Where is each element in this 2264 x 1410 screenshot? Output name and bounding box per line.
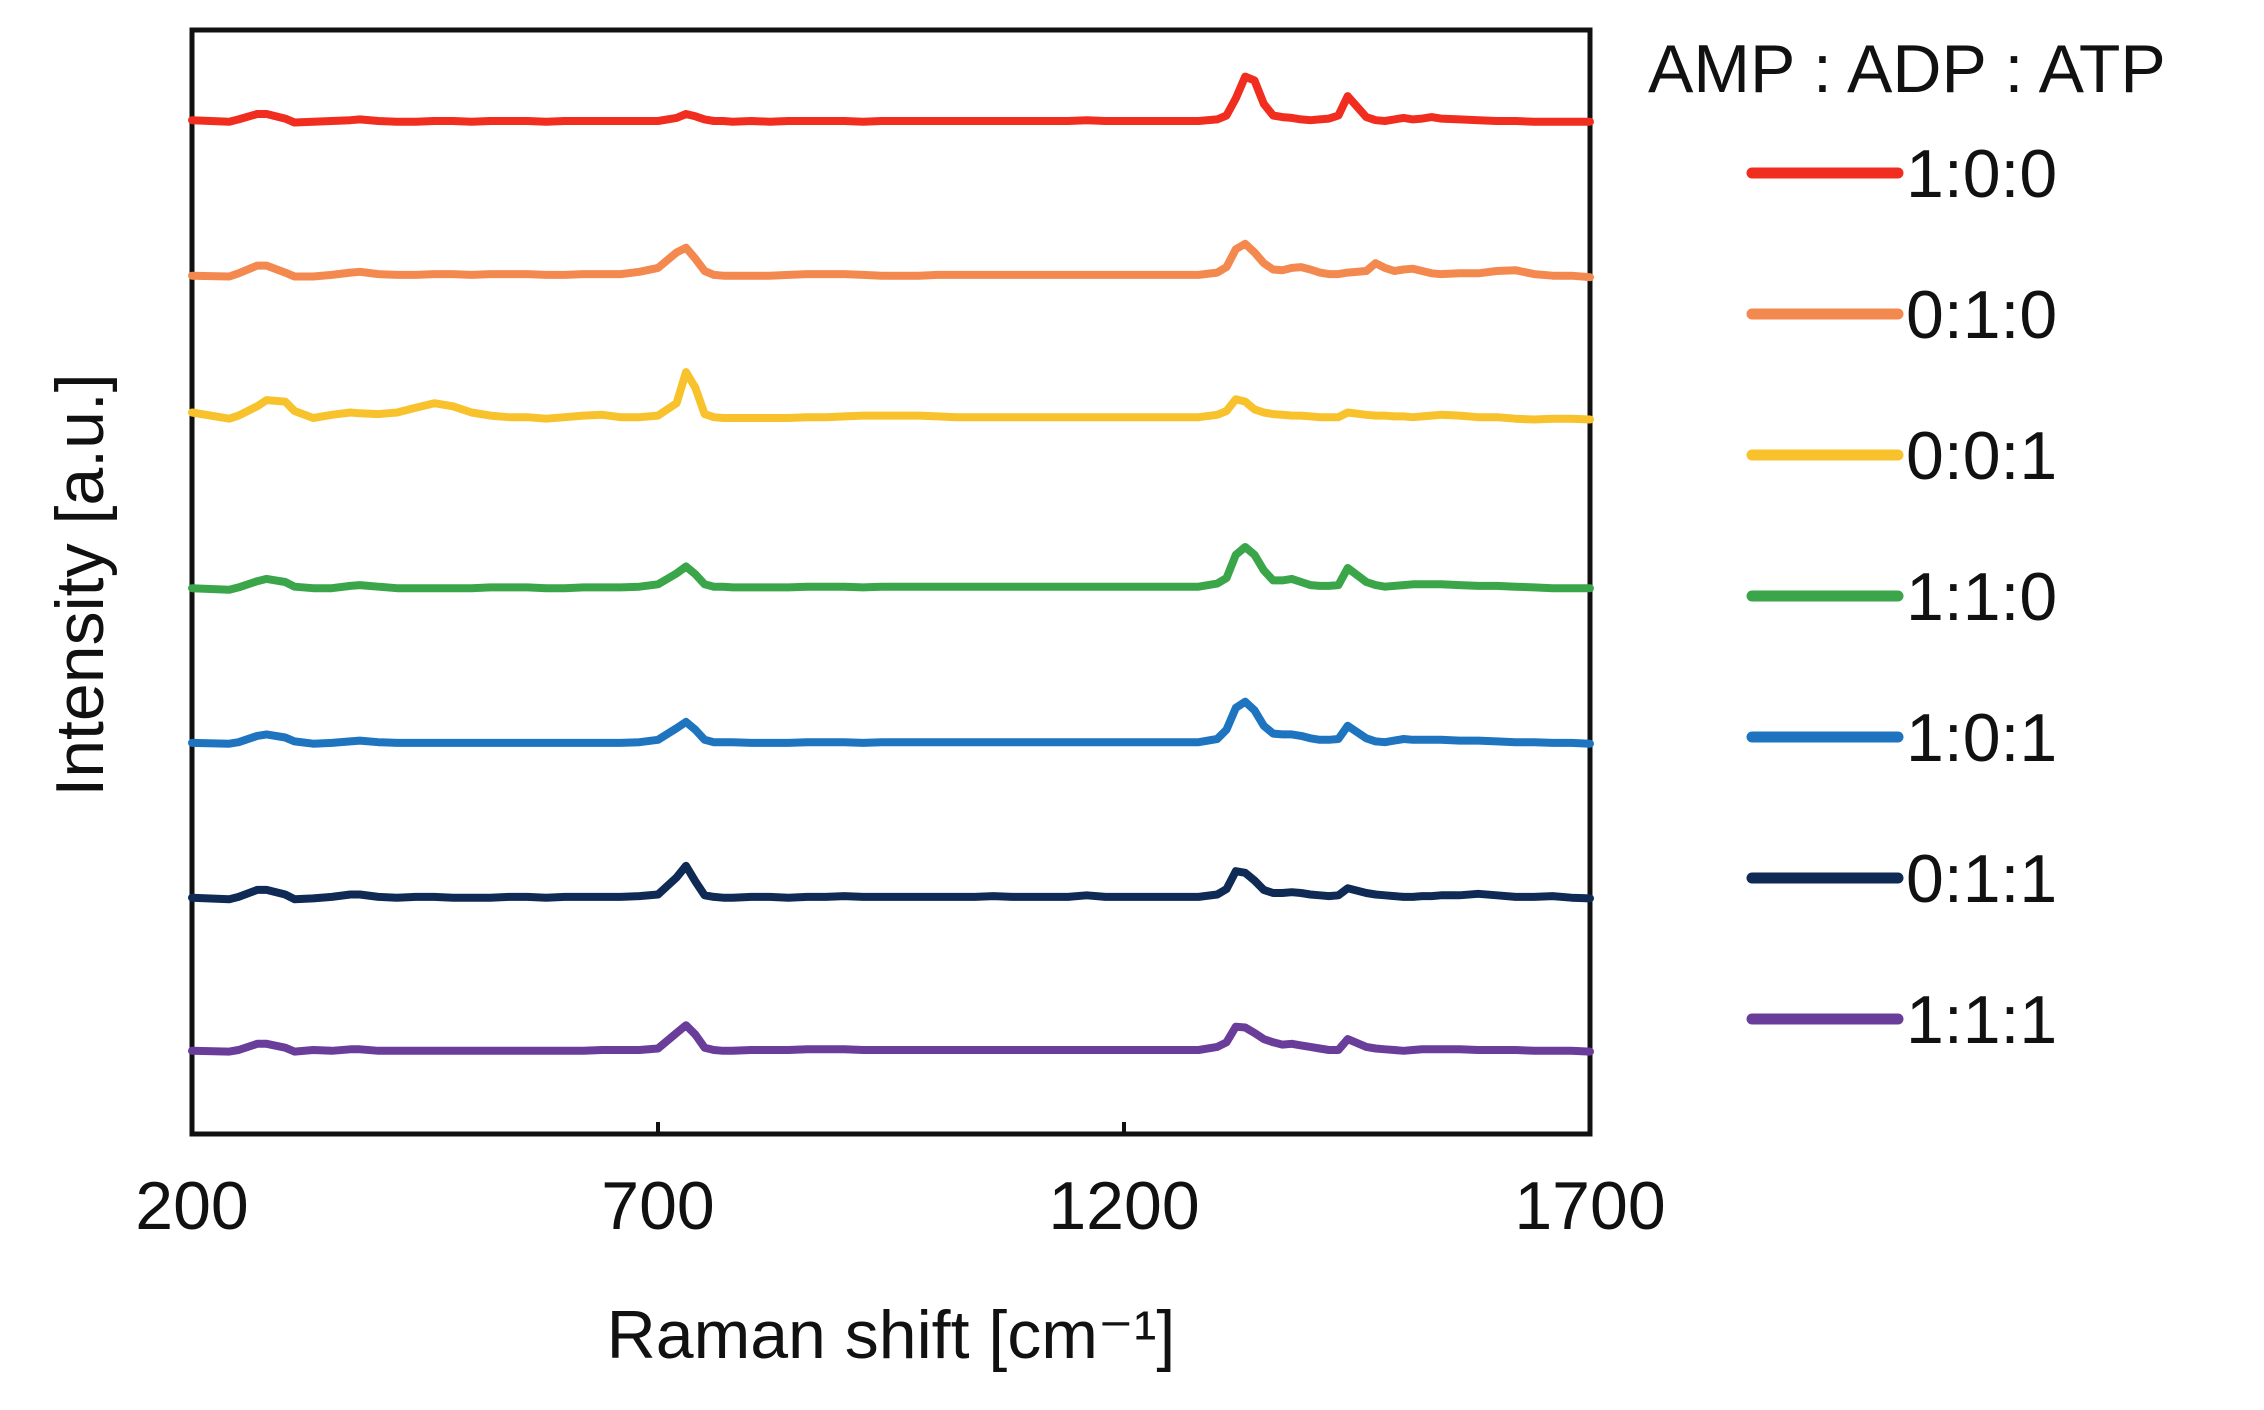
x-tick-label: 1200 xyxy=(1048,1168,1199,1244)
legend-title: AMP : ADP : ATP xyxy=(1648,31,2166,107)
series-group xyxy=(188,72,1594,1056)
legend: 1:0:0 0:1:0 0:0:1 1:1:0 1:0:1 0:1:1 1:1:1 xyxy=(1746,136,2057,1058)
series-line-1-1-0 xyxy=(188,543,1594,594)
series-line-1-1-1 xyxy=(188,1021,1594,1056)
x-tick-label: 200 xyxy=(135,1168,248,1244)
series-line-1-0-0 xyxy=(188,72,1594,127)
legend-label-1-0-0: 1:0:0 xyxy=(1906,136,2057,212)
x-tick-label: 1700 xyxy=(1514,1168,1665,1244)
x-tick-label: 700 xyxy=(601,1168,714,1244)
series-line-0-1-0 xyxy=(188,239,1594,282)
legend-label-0-1-1: 0:1:1 xyxy=(1906,841,2057,917)
series-line-1-0-1 xyxy=(188,697,1594,748)
y-axis-label: Intensity [a.u.] xyxy=(42,373,118,796)
legend-label-1-1-0: 1:1:0 xyxy=(1906,559,2057,635)
legend-label-1-1-1: 1:1:1 xyxy=(1906,982,2057,1058)
series-line-0-0-1 xyxy=(188,368,1594,424)
legend-label-0-1-0: 0:1:0 xyxy=(1906,277,2057,353)
legend-label-1-0-1: 1:0:1 xyxy=(1906,700,2057,776)
plot-frame xyxy=(189,27,1593,1137)
legend-label-0-0-1: 0:0:1 xyxy=(1906,418,2057,494)
x-axis-ticks: 200 700 1200 1700 xyxy=(135,1122,1666,1244)
x-axis-label: Raman shift [cm⁻¹] xyxy=(607,1297,1176,1373)
series-line-0-1-1 xyxy=(188,861,1594,904)
